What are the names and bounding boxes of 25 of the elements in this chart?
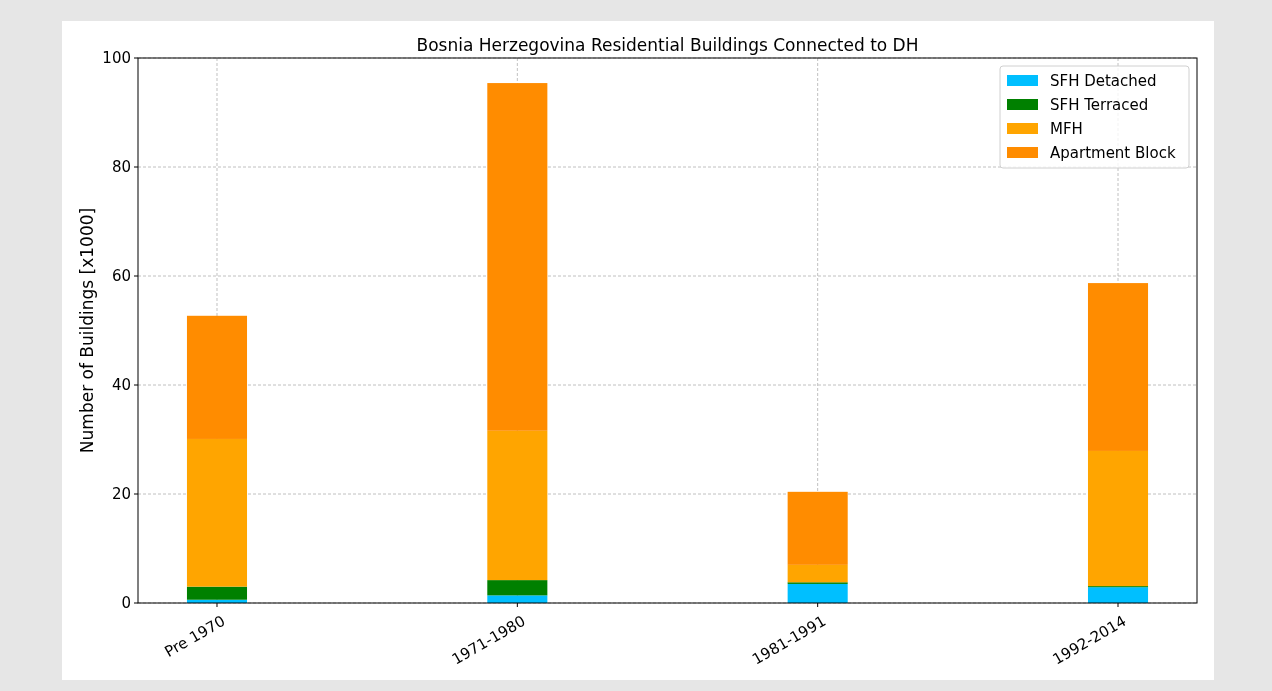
bar [1087,587,1149,603]
chart-title: Bosnia Herzegovina Residential Buildings Connected to DH [416,35,919,55]
legend-label: MFH [1050,120,1083,139]
y-tick-label: 20 [111,485,131,504]
y-tick-label: 100 [102,49,131,68]
legend-label: SFH Detached [1050,72,1157,91]
bar [1087,450,1149,587]
legend-label: Apartment Block [1050,144,1176,163]
bar [186,586,248,600]
bar [186,315,248,439]
y-axis-title: Number of Buildings [x1000] [77,207,97,454]
y-tick-label: 60 [111,267,131,286]
legend-label: SFH Terraced [1050,96,1149,115]
bar [487,83,548,431]
bar [787,491,848,565]
bar [487,430,548,581]
bar [787,583,848,603]
bar [787,564,848,583]
y-tick-label: 0 [121,594,131,613]
bar [487,580,548,596]
bar [186,438,248,587]
y-tick-label: 80 [111,158,131,177]
y-tick-label: 40 [111,376,131,395]
bar [487,595,548,603]
bar [1087,283,1149,451]
